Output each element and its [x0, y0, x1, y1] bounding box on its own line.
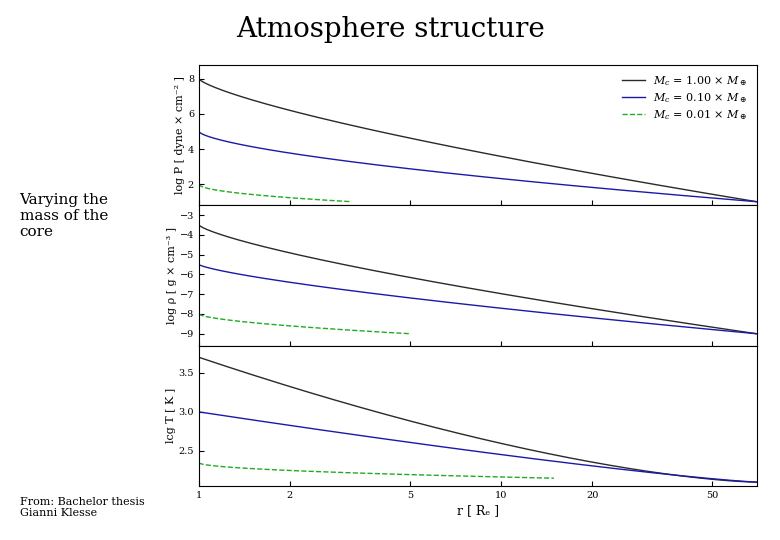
- Text: Varying the
mass of the
core: Varying the mass of the core: [20, 193, 108, 239]
- Y-axis label: log ρ [ g × cm⁻³ ]: log ρ [ g × cm⁻³ ]: [167, 227, 177, 324]
- Legend: $\mathit{M_c}$ = 1.00 $\times$ $\mathit{M_\oplus}$, $\mathit{M_c}$ = 0.10 $\time: $\mathit{M_c}$ = 1.00 $\times$ $\mathit{…: [619, 70, 751, 125]
- Y-axis label: log P [ dyne × cm⁻² ]: log P [ dyne × cm⁻² ]: [175, 76, 185, 194]
- Text: Atmosphere structure: Atmosphere structure: [236, 16, 544, 43]
- Y-axis label: lcg T [ K ]: lcg T [ K ]: [166, 388, 176, 443]
- Text: From: Bachelor thesis
Gianni Klesse: From: Bachelor thesis Gianni Klesse: [20, 497, 144, 518]
- X-axis label: r [ Rₑ ]: r [ Rₑ ]: [456, 504, 499, 517]
